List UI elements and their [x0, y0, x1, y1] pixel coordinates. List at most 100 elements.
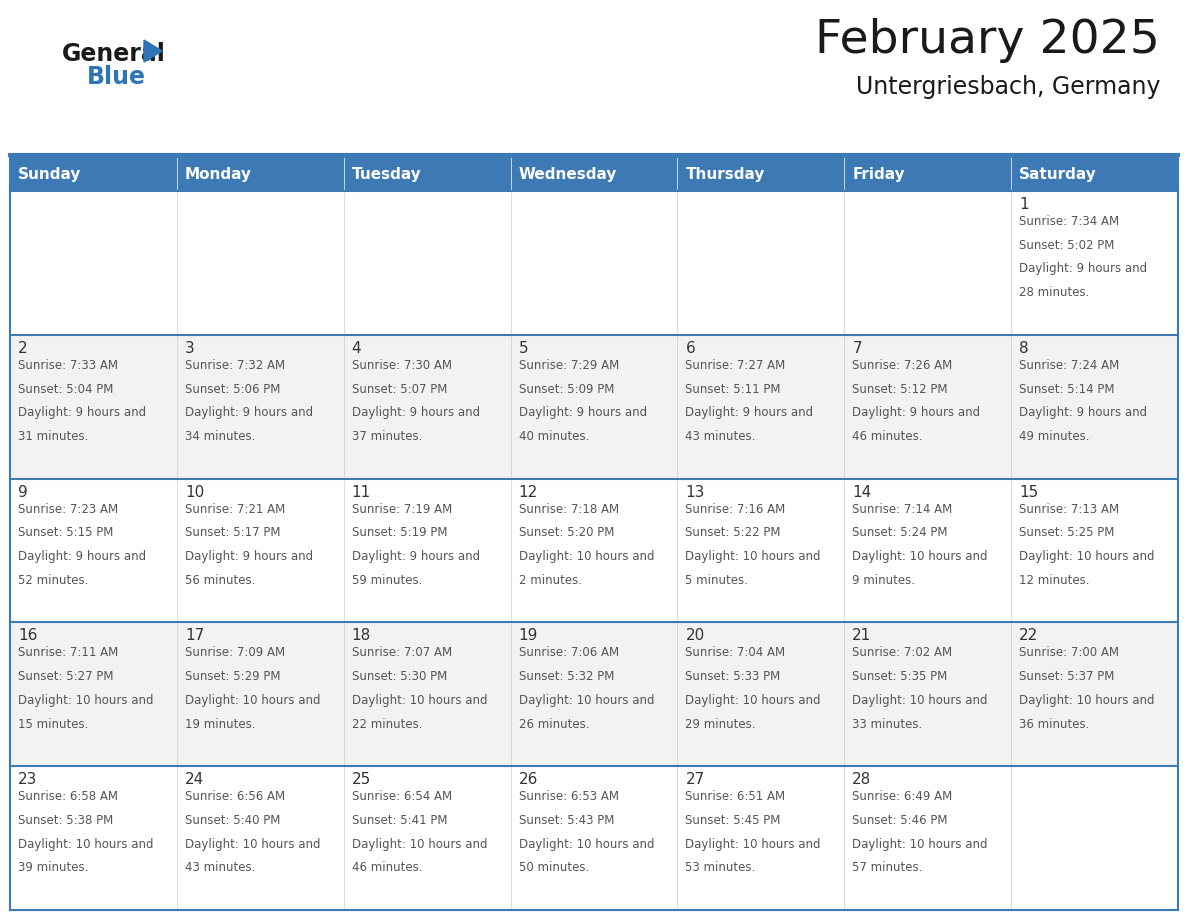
Text: 39 minutes.: 39 minutes. — [18, 861, 88, 874]
Text: Sunset: 5:12 PM: Sunset: 5:12 PM — [852, 383, 948, 396]
Text: General: General — [62, 42, 166, 66]
Text: 43 minutes.: 43 minutes. — [685, 430, 756, 442]
Text: Sunrise: 6:56 AM: Sunrise: 6:56 AM — [185, 790, 285, 803]
Text: Sunset: 5:35 PM: Sunset: 5:35 PM — [852, 670, 948, 683]
Text: Sunset: 5:41 PM: Sunset: 5:41 PM — [352, 814, 447, 827]
Text: Sunrise: 6:49 AM: Sunrise: 6:49 AM — [852, 790, 953, 803]
Text: 3: 3 — [185, 341, 195, 356]
Text: 28 minutes.: 28 minutes. — [1019, 286, 1089, 299]
Text: 20: 20 — [685, 629, 704, 644]
Text: Daylight: 9 hours and: Daylight: 9 hours and — [18, 550, 146, 563]
Text: Sunset: 5:11 PM: Sunset: 5:11 PM — [685, 383, 781, 396]
Text: 36 minutes.: 36 minutes. — [1019, 718, 1089, 731]
Text: Sunset: 5:09 PM: Sunset: 5:09 PM — [519, 383, 614, 396]
Text: Sunset: 5:15 PM: Sunset: 5:15 PM — [18, 526, 113, 539]
Text: Sunrise: 7:23 AM: Sunrise: 7:23 AM — [18, 502, 118, 516]
Text: Sunrise: 7:29 AM: Sunrise: 7:29 AM — [519, 359, 619, 372]
Text: Daylight: 10 hours and: Daylight: 10 hours and — [185, 694, 321, 707]
Text: Sunrise: 7:24 AM: Sunrise: 7:24 AM — [1019, 359, 1119, 372]
Text: 59 minutes.: 59 minutes. — [352, 574, 422, 587]
Text: 7: 7 — [852, 341, 862, 356]
Text: 1: 1 — [1019, 197, 1029, 212]
Text: Sunrise: 7:13 AM: Sunrise: 7:13 AM — [1019, 502, 1119, 516]
Text: Wednesday: Wednesday — [519, 166, 617, 182]
Text: Sunrise: 7:02 AM: Sunrise: 7:02 AM — [852, 646, 953, 659]
Text: 25: 25 — [352, 772, 371, 788]
Text: Sunday: Sunday — [18, 166, 81, 182]
Text: 12: 12 — [519, 485, 538, 499]
Text: Daylight: 10 hours and: Daylight: 10 hours and — [352, 694, 487, 707]
Text: Daylight: 9 hours and: Daylight: 9 hours and — [852, 407, 980, 420]
Text: Sunset: 5:45 PM: Sunset: 5:45 PM — [685, 814, 781, 827]
Text: Daylight: 10 hours and: Daylight: 10 hours and — [519, 550, 655, 563]
Text: Sunset: 5:20 PM: Sunset: 5:20 PM — [519, 526, 614, 539]
Text: 5 minutes.: 5 minutes. — [685, 574, 748, 587]
Text: 56 minutes.: 56 minutes. — [185, 574, 255, 587]
Text: Sunset: 5:17 PM: Sunset: 5:17 PM — [185, 526, 280, 539]
Text: 6: 6 — [685, 341, 695, 356]
Text: Sunrise: 7:11 AM: Sunrise: 7:11 AM — [18, 646, 119, 659]
Text: 34 minutes.: 34 minutes. — [185, 430, 255, 442]
Text: 52 minutes.: 52 minutes. — [18, 574, 88, 587]
Text: Sunset: 5:43 PM: Sunset: 5:43 PM — [519, 814, 614, 827]
Text: 5: 5 — [519, 341, 529, 356]
Text: Daylight: 10 hours and: Daylight: 10 hours and — [519, 837, 655, 851]
Text: Daylight: 9 hours and: Daylight: 9 hours and — [185, 407, 312, 420]
Text: Sunrise: 7:30 AM: Sunrise: 7:30 AM — [352, 359, 451, 372]
Bar — [10, 478, 1178, 622]
Text: 26: 26 — [519, 772, 538, 788]
Text: 2: 2 — [18, 341, 27, 356]
Bar — [10, 191, 1178, 335]
Text: Tuesday: Tuesday — [352, 166, 422, 182]
Text: 9: 9 — [18, 485, 27, 499]
Text: Daylight: 10 hours and: Daylight: 10 hours and — [519, 694, 655, 707]
Text: 4: 4 — [352, 341, 361, 356]
Text: Daylight: 10 hours and: Daylight: 10 hours and — [852, 694, 987, 707]
Text: 29 minutes.: 29 minutes. — [685, 718, 756, 731]
Text: Daylight: 10 hours and: Daylight: 10 hours and — [852, 550, 987, 563]
Text: Sunset: 5:22 PM: Sunset: 5:22 PM — [685, 526, 781, 539]
Text: Untergriesbach, Germany: Untergriesbach, Germany — [855, 75, 1159, 99]
Text: Daylight: 9 hours and: Daylight: 9 hours and — [1019, 263, 1148, 275]
Text: Sunset: 5:04 PM: Sunset: 5:04 PM — [18, 383, 113, 396]
Text: Blue: Blue — [87, 65, 146, 89]
Text: Daylight: 10 hours and: Daylight: 10 hours and — [685, 694, 821, 707]
Text: Sunset: 5:29 PM: Sunset: 5:29 PM — [185, 670, 280, 683]
Text: Sunrise: 7:14 AM: Sunrise: 7:14 AM — [852, 502, 953, 516]
Text: Sunset: 5:38 PM: Sunset: 5:38 PM — [18, 814, 113, 827]
Text: Daylight: 10 hours and: Daylight: 10 hours and — [18, 837, 153, 851]
Text: Daylight: 10 hours and: Daylight: 10 hours and — [352, 837, 487, 851]
Text: Sunrise: 7:18 AM: Sunrise: 7:18 AM — [519, 502, 619, 516]
Bar — [10, 157, 1178, 191]
Text: Friday: Friday — [852, 166, 905, 182]
Text: Sunset: 5:02 PM: Sunset: 5:02 PM — [1019, 239, 1114, 252]
Text: Sunrise: 7:00 AM: Sunrise: 7:00 AM — [1019, 646, 1119, 659]
Text: 43 minutes.: 43 minutes. — [185, 861, 255, 874]
Text: 2 minutes.: 2 minutes. — [519, 574, 582, 587]
Text: Sunset: 5:30 PM: Sunset: 5:30 PM — [352, 670, 447, 683]
Text: Sunset: 5:40 PM: Sunset: 5:40 PM — [185, 814, 280, 827]
Text: Sunset: 5:25 PM: Sunset: 5:25 PM — [1019, 526, 1114, 539]
Text: Daylight: 9 hours and: Daylight: 9 hours and — [185, 550, 312, 563]
Text: Daylight: 9 hours and: Daylight: 9 hours and — [352, 407, 480, 420]
Text: Sunrise: 7:19 AM: Sunrise: 7:19 AM — [352, 502, 451, 516]
Text: 49 minutes.: 49 minutes. — [1019, 430, 1089, 442]
Text: Sunrise: 7:04 AM: Sunrise: 7:04 AM — [685, 646, 785, 659]
Text: Monday: Monday — [185, 166, 252, 182]
Text: Sunset: 5:32 PM: Sunset: 5:32 PM — [519, 670, 614, 683]
Text: 12 minutes.: 12 minutes. — [1019, 574, 1089, 587]
Text: February 2025: February 2025 — [815, 18, 1159, 63]
Text: Sunrise: 7:27 AM: Sunrise: 7:27 AM — [685, 359, 785, 372]
Text: 40 minutes.: 40 minutes. — [519, 430, 589, 442]
Text: 23: 23 — [18, 772, 37, 788]
Text: Sunset: 5:46 PM: Sunset: 5:46 PM — [852, 814, 948, 827]
Text: 10: 10 — [185, 485, 204, 499]
Text: Sunrise: 7:33 AM: Sunrise: 7:33 AM — [18, 359, 118, 372]
Bar — [10, 622, 1178, 767]
Text: 16: 16 — [18, 629, 37, 644]
Text: Sunrise: 7:06 AM: Sunrise: 7:06 AM — [519, 646, 619, 659]
Text: 57 minutes.: 57 minutes. — [852, 861, 923, 874]
Text: Sunset: 5:37 PM: Sunset: 5:37 PM — [1019, 670, 1114, 683]
Text: Saturday: Saturday — [1019, 166, 1097, 182]
Text: Daylight: 9 hours and: Daylight: 9 hours and — [519, 407, 646, 420]
